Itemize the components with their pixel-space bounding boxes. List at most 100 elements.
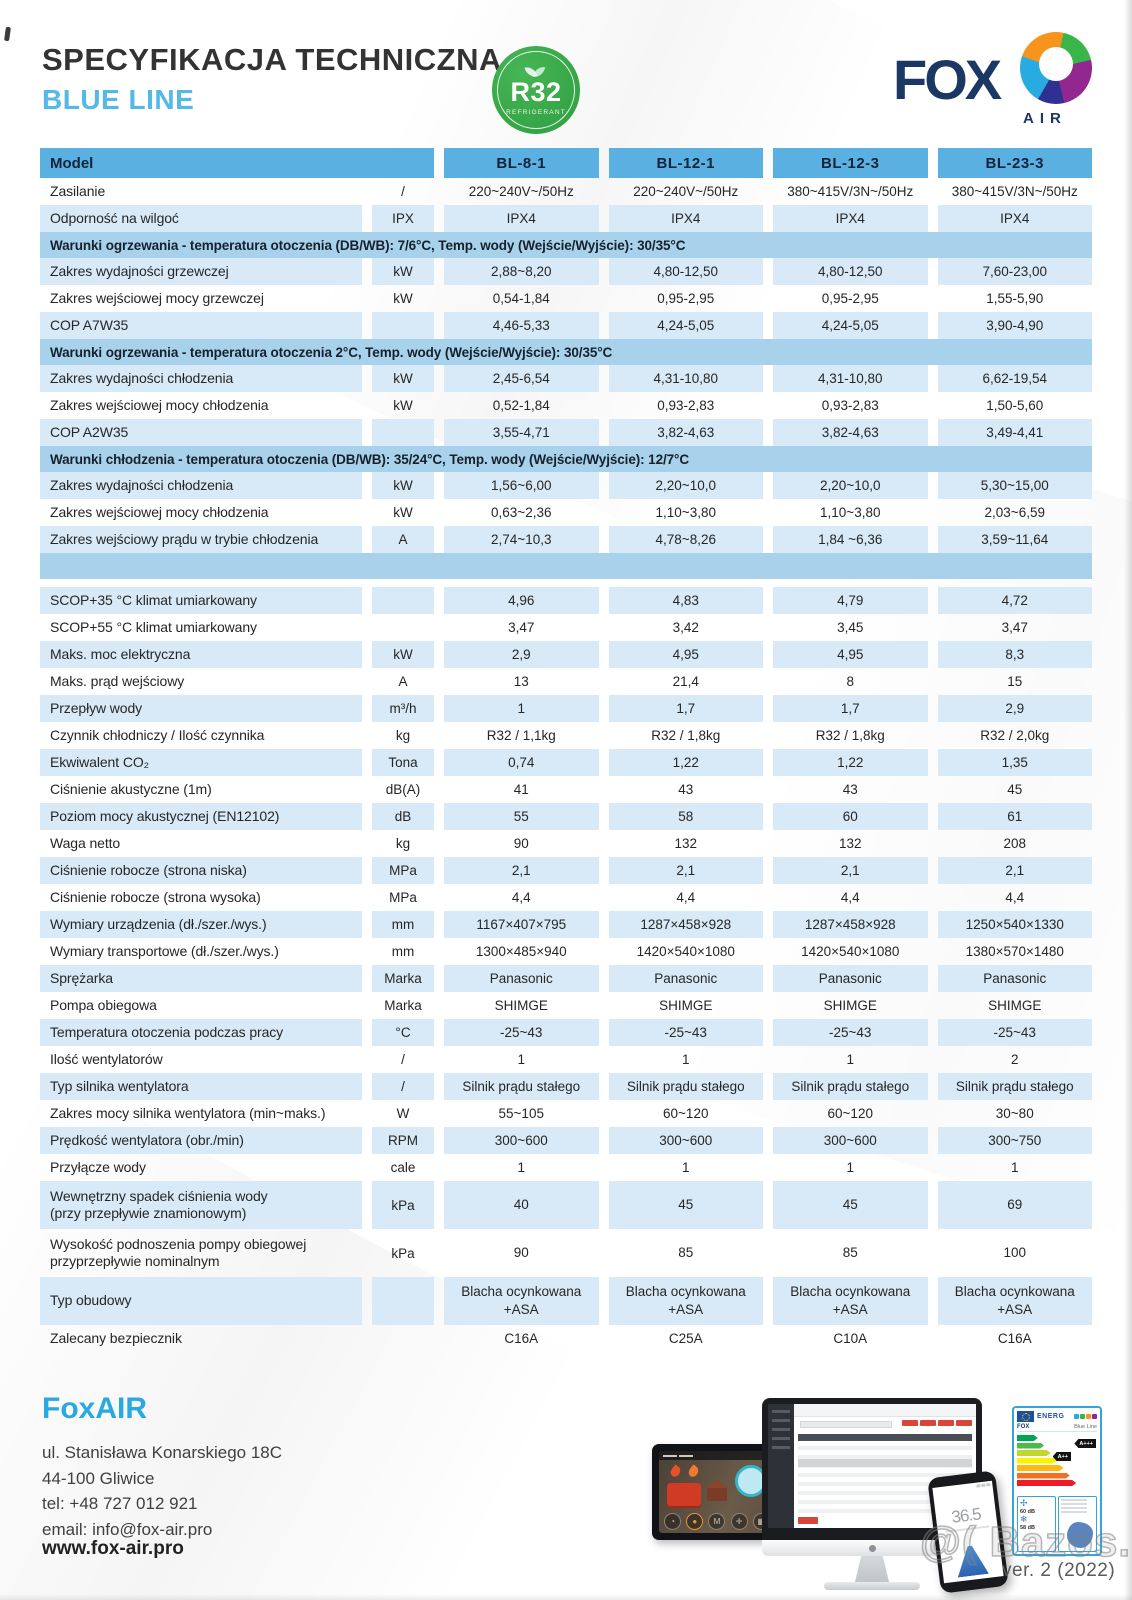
row-value: 2,20~10,0: [773, 472, 928, 499]
row-label: Wysokość podnoszenia pompy obiegowej prz…: [50, 1235, 307, 1270]
logo-sub-wordmark: AIR: [1023, 110, 1067, 127]
monitor-base: [824, 1582, 920, 1590]
power-map-box: [1058, 1496, 1097, 1552]
row-value: 1300×485×940: [475, 943, 567, 959]
row-unit: kW: [393, 505, 413, 520]
row-value: 4,80-12,50: [773, 258, 928, 285]
row-value: -25~43: [444, 1019, 599, 1046]
row-value: 1420×540×1080: [636, 943, 735, 959]
table-row: Wymiary transportowe (dł./szer./wys.) mm 1…: [40, 938, 1092, 965]
website-url: www.fox-air.pro: [42, 1538, 184, 1559]
row-value: 4,46-5,33: [444, 312, 599, 339]
row-value: R32 / 1,8kg: [651, 727, 721, 743]
row-label: Ilość wentylatorów: [50, 1050, 163, 1067]
row-label: Ekwiwalent CO₂: [40, 749, 362, 776]
energy-label-details: ✢ 60 dB ❄ 58 dB: [1017, 1496, 1097, 1552]
energy-label-chips: [1074, 1414, 1097, 1419]
monitor-stand: [855, 1556, 889, 1582]
row-unit: m³/h: [372, 695, 434, 722]
row-value: 1: [681, 1051, 690, 1067]
row-value: 43: [678, 781, 694, 797]
row-value: 4,24-5,05: [773, 312, 928, 339]
row-value: 1287×458×928: [773, 911, 928, 938]
table-row: Zasilanie / 220~240V~/50Hz 220~240V~/50Hz 38…: [40, 178, 1092, 205]
row-label: Zakres wejściowej mocy chłodzenia: [50, 396, 269, 413]
table-row: COP A7W35 4,46-5,33 4,24-5,05 4,24-5,05 3,90…: [40, 312, 1092, 339]
row-value: 4,4: [676, 889, 696, 905]
table-row: Zakres mocy silnika wentylatora (min~mak…: [40, 1100, 1092, 1127]
row-label: Zakres wydajności grzewczej: [40, 258, 362, 285]
row-value: 0,54-1,84: [492, 290, 550, 306]
row-unit: kPa: [391, 1245, 415, 1261]
row-value: 55~105: [498, 1105, 544, 1121]
row-value: 100: [1003, 1245, 1027, 1261]
row-value: SHIMGE: [659, 997, 713, 1013]
row-value: 1,10~3,80: [820, 504, 881, 520]
row-value: 15: [1007, 673, 1023, 689]
address-line: ul. Stanisława Konarskiego 18C: [42, 1443, 283, 1462]
efficiency-class-tag: A+++: [1074, 1439, 1096, 1448]
europe-map-graphic: [1067, 1522, 1093, 1548]
row-unit: kW: [372, 641, 434, 668]
row-unit: MPa: [372, 857, 434, 884]
row-unit: Marka: [372, 965, 434, 992]
address-line: tel: +48 727 012 921: [42, 1494, 198, 1513]
energy-label-brand: FOX: [1017, 1424, 1030, 1430]
row-value: Panasonic: [608, 965, 763, 992]
table-row: Ekwiwalent CO₂ Tona 0,74 1,22 1,22 1,35: [40, 749, 1092, 776]
row-label: Zakres wejściowej mocy chłodzenia: [50, 503, 269, 520]
row-value: 4,83: [608, 587, 763, 614]
table-row: Przepływ wody m³/h 1 1,7 1,7 2,9: [40, 695, 1092, 722]
row-value: 300~600: [444, 1127, 599, 1154]
row-label: Temperatura otoczenia podczas pracy: [40, 1019, 362, 1046]
row-label: Maks. prąd wejściowy: [50, 672, 185, 689]
table-row: Maks. prąd wejściowy A 13 21,4 8 15: [40, 668, 1092, 695]
row-value: 132: [674, 835, 698, 851]
noise-box: ✢ 60 dB ❄ 58 dB: [1017, 1496, 1056, 1552]
table-row: Maks. moc elektryczna kW 2,9 4,95 4,95 8,3: [40, 641, 1092, 668]
table-row: COP A2W35 3,55-4,71 3,82-4,63 3,82-4,63 3,49…: [40, 419, 1092, 446]
row-value: 2,88~8,20: [444, 258, 599, 285]
row-label: Przepływ wody: [40, 695, 362, 722]
row-label: Pompa obiegowa: [50, 996, 157, 1013]
logo-wordmark: FOX: [893, 48, 1002, 111]
table-row: Typ silnika wentylatora / Silnik prądu sta…: [40, 1073, 1092, 1100]
row-label: Waga netto: [50, 834, 121, 851]
section-band-empty: [40, 553, 1092, 579]
row-label: Przyłącze wody: [50, 1158, 146, 1175]
row-value: 1,10~3,80: [655, 504, 716, 520]
row-value: 0,95-2,95: [821, 290, 879, 306]
fox-air-logo: FOX AIR: [893, 32, 1093, 143]
row-value: 3,82-4,63: [608, 419, 763, 446]
row-value: 4,95: [773, 641, 928, 668]
row-value: IPX4: [444, 205, 599, 232]
row-label: SCOP+55 °C klimat umiarkowany: [50, 618, 257, 635]
efficiency-scale: A+++ A++: [1017, 1435, 1097, 1493]
row-value: 0,93-2,83: [657, 397, 715, 413]
footer: FoxAIR ul. Stanisława Konarskiego 18C 44-…: [0, 1378, 1132, 1600]
row-value: 3,47: [1001, 619, 1028, 635]
scan-edge-shadow: [0, 1594, 1132, 1600]
row-value: 13: [513, 673, 529, 689]
row-unit: kg: [395, 836, 411, 851]
row-unit: MPa: [389, 890, 417, 905]
row-unit: [372, 1325, 434, 1352]
row-label: Ciśnienie robocze (strona niska): [40, 857, 362, 884]
address-line: email: info@fox-air.pro: [42, 1519, 213, 1539]
leaf-icon: [524, 64, 546, 80]
row-value: 1,84 ~6,36: [773, 526, 928, 553]
table-row: Zakres wejściowej mocy chłodzenia kW 0,63~…: [40, 499, 1092, 526]
row-value: 2,1: [773, 857, 928, 884]
table-row: Sprężarka Marka Panasonic Panasonic Panasoni…: [40, 965, 1092, 992]
thermostat-statusbar: [659, 1451, 797, 1460]
table-row: Ciśnienie robocze (strona wysoka) MPa 4,4 4…: [40, 884, 1092, 911]
row-value: 1380×570×1480: [965, 943, 1064, 959]
row-value: Silnik prądu stałego: [608, 1073, 763, 1100]
row-label: Wewnętrzny spadek ciśnienia wody (przy p…: [40, 1181, 362, 1229]
row-value: 0,93-2,83: [821, 397, 879, 413]
row-value: 1: [1010, 1159, 1019, 1175]
table-row: Zakres wejściowy prądu w trybie chłodzen…: [40, 526, 1092, 553]
row-value: 21,4: [672, 673, 699, 689]
noise-value: 58 dB: [1020, 1525, 1035, 1531]
